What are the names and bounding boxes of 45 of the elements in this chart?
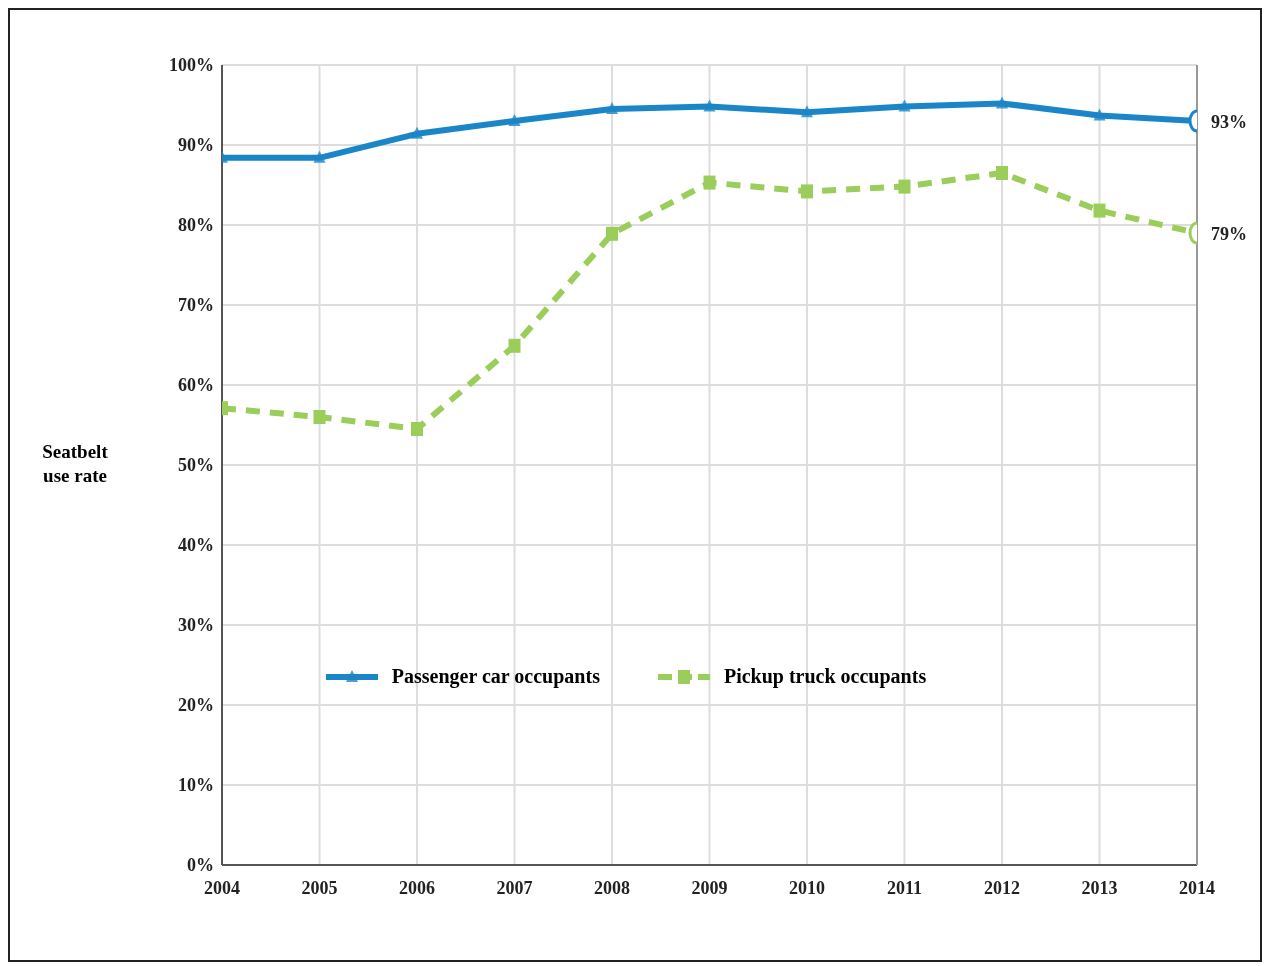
y-tick-label: 20% (178, 695, 214, 716)
x-tick-label: 2008 (594, 877, 630, 898)
legend-label: Pickup truck occupants (723, 665, 927, 688)
point (411, 126, 423, 139)
y-tick-label: 90% (178, 135, 214, 156)
y-tick-label: 30% (178, 615, 214, 636)
point (606, 226, 618, 241)
x-tick-label: 2014 (1179, 877, 1215, 898)
point (313, 150, 326, 163)
point (313, 410, 326, 424)
x-tick-label: 2005 (301, 877, 338, 898)
x-tick-label: 2006 (399, 877, 435, 898)
x-tick-label: 2009 (691, 877, 728, 898)
y-tick-label: 40% (178, 535, 214, 556)
point (801, 105, 813, 118)
x-tick-label: 2007 (496, 877, 533, 898)
x-tick-label: 2011 (886, 877, 923, 898)
point (801, 184, 813, 199)
point (508, 114, 521, 126)
y-tick-label: 50% (178, 455, 214, 476)
point (1093, 203, 1106, 218)
x-tick-label: 2004 (204, 877, 240, 898)
x-tick-label: 2012 (984, 877, 1020, 898)
x-tick-label: 2010 (789, 877, 825, 898)
point (996, 166, 1008, 180)
x-tick-label: 2013 (1081, 877, 1118, 898)
point (411, 422, 423, 436)
y-tick-label: 100% (169, 55, 214, 76)
point (898, 99, 911, 112)
point (508, 338, 521, 353)
y-tick-label: 0% (187, 855, 214, 876)
point (1093, 108, 1106, 121)
point (898, 179, 911, 194)
y-tick-label: 10% (178, 775, 214, 796)
y-axis-title: Seatbelt use rate (41, 440, 109, 488)
point (703, 175, 716, 190)
y-tick-label: 60% (178, 375, 214, 396)
data-label: 93% (1211, 112, 1247, 132)
y-tick-label: 80% (178, 215, 214, 236)
data-label: 79% (1211, 224, 1247, 244)
point (606, 102, 618, 114)
legend-label: Passenger car occupants (391, 665, 600, 688)
point (996, 96, 1008, 109)
y-tick-label: 70% (178, 295, 214, 316)
point (703, 99, 716, 112)
